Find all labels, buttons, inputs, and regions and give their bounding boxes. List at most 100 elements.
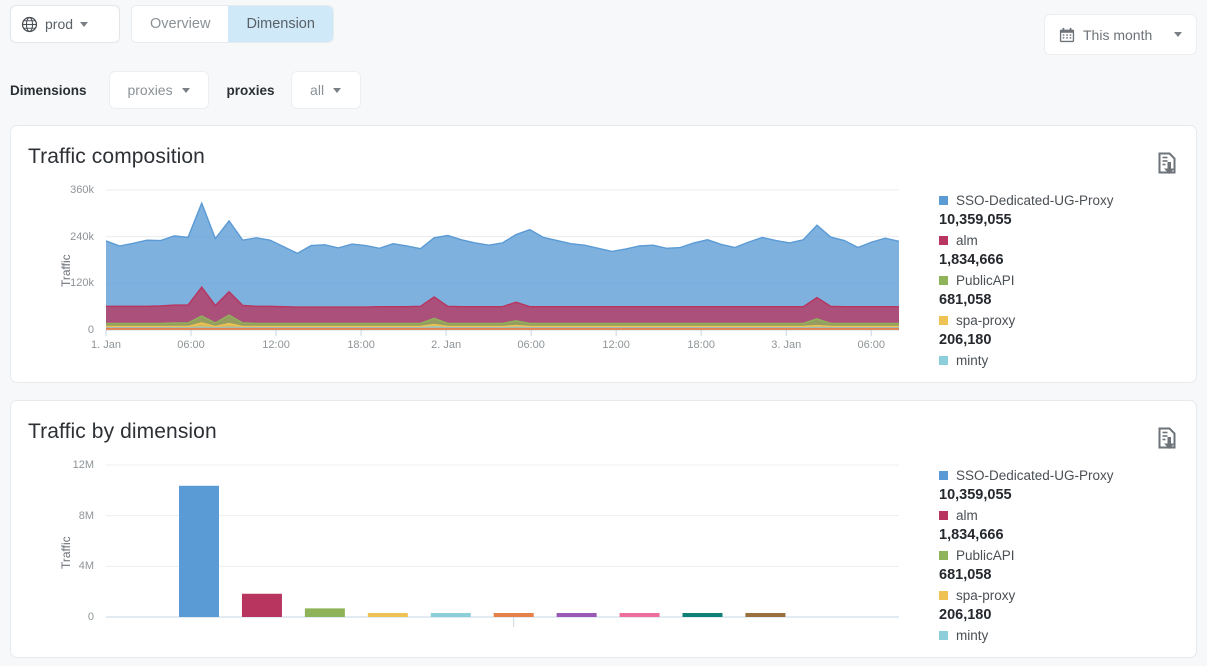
bar-chart-svg <box>106 464 899 627</box>
dimension-select-value: proxies <box>127 82 173 98</box>
legend-item-label: PublicAPI <box>956 547 1015 563</box>
legend-item[interactable]: SSO-Dedicated-UG-Proxy <box>939 465 1189 485</box>
view-tabs: Overview Dimension <box>131 5 334 43</box>
chevron-down-icon <box>1174 32 1182 37</box>
legend-item-label: minty <box>956 627 989 643</box>
legend-item[interactable]: spa-proxy <box>939 310 1189 330</box>
x-axis-tick-label: 06:00 <box>517 339 545 351</box>
y-axis-tick-label: 8M <box>78 509 94 522</box>
dimension-value-select[interactable]: all <box>290 71 361 109</box>
x-axis-tick-label: 12:00 <box>262 339 290 351</box>
download-document-icon[interactable] <box>1154 150 1180 176</box>
y-axis-tick-label: 0 <box>87 324 94 336</box>
globe-icon <box>21 16 38 33</box>
legend-color-swatch <box>939 275 948 285</box>
y-axis-tick-label: 240k <box>70 230 94 243</box>
dimension-select[interactable]: proxies <box>108 71 209 109</box>
legend-color-swatch <box>939 510 948 520</box>
top-bar: prod Overview Dimension This month <box>0 0 1207 56</box>
bar[interactable] <box>430 613 471 617</box>
bar[interactable] <box>241 593 282 617</box>
traffic-composition-card: Traffic composition 0 120k 240k 360k 1. Jan 0… <box>10 125 1197 383</box>
download-document-icon[interactable] <box>1154 425 1180 451</box>
legend-item-value: 681,058 <box>939 292 992 308</box>
x-axis-tick-label: 18:00 <box>347 339 375 351</box>
chevron-down-icon <box>80 21 89 27</box>
legend: SSO-Dedicated-UG-Proxy 10,359,055 alm 1,834… <box>939 190 1189 370</box>
legend-item[interactable]: alm <box>939 230 1189 250</box>
area-chart-svg <box>105 189 900 336</box>
legend-item[interactable]: spa-proxy <box>939 585 1189 605</box>
chevron-down-icon <box>181 87 190 93</box>
dimension-value: all <box>310 82 325 98</box>
legend-item[interactable]: alm <box>939 505 1189 525</box>
traffic-by-dimension-card: Traffic by dimension 0 4M 8M 12M Traffic SSO… <box>10 400 1197 658</box>
legend-item-label: SSO-Dedicated-UG-Proxy <box>956 192 1114 208</box>
legend-item-value: 10,359,055 <box>939 212 1012 228</box>
date-range-selector[interactable]: This month <box>1044 14 1197 55</box>
environment-selector[interactable]: prod <box>10 5 120 43</box>
legend-color-swatch <box>939 590 948 600</box>
bar[interactable] <box>619 613 660 617</box>
x-axis-tick-label: 06:00 <box>177 339 205 351</box>
environment-label: prod <box>45 16 74 32</box>
legend-item-value: 1,834,666 <box>939 527 1004 543</box>
dimensions-bar: Dimensions proxies proxies all <box>0 66 1207 114</box>
legend-item-label: SSO-Dedicated-UG-Proxy <box>956 467 1114 483</box>
bar[interactable] <box>745 613 786 617</box>
legend: SSO-Dedicated-UG-Proxy 10,359,055 alm 1,834… <box>939 465 1189 645</box>
y-axis-label: Traffic <box>59 536 73 569</box>
calendar-icon <box>1059 27 1075 43</box>
date-range-label: This month <box>1083 26 1153 43</box>
legend-item-value: 1,834,666 <box>939 252 1004 268</box>
legend-color-swatch <box>939 235 948 245</box>
legend-item-label: alm <box>956 232 978 248</box>
bar-chart: 0 4M 8M 12M Traffic <box>11 457 916 652</box>
legend-item[interactable]: minty <box>939 625 1189 645</box>
page-title: Traffic composition <box>28 145 205 168</box>
tab-dimension[interactable]: Dimension <box>228 6 333 42</box>
bar[interactable] <box>179 485 219 617</box>
legend-color-swatch <box>939 355 948 365</box>
legend-color-swatch <box>939 550 948 560</box>
legend-item-label: spa-proxy <box>956 312 1016 328</box>
chevron-down-icon <box>333 87 342 93</box>
legend-color-swatch <box>939 630 948 640</box>
dimension-name-label: proxies <box>226 82 275 98</box>
y-axis-label: Traffic <box>59 254 73 287</box>
x-axis-tick-label: 1. Jan <box>91 339 121 351</box>
legend-item[interactable]: PublicAPI <box>939 545 1189 565</box>
page-title: Traffic by dimension <box>28 420 217 443</box>
bar[interactable] <box>493 613 534 617</box>
y-axis-tick-label: 120k <box>70 277 94 290</box>
y-axis-tick-label: 12M <box>72 459 94 471</box>
x-axis-tick-label: 3. Jan <box>771 339 802 351</box>
y-axis-tick-label: 0 <box>87 611 94 623</box>
legend-item[interactable]: minty <box>939 350 1189 370</box>
legend-item-value: 206,180 <box>939 607 992 623</box>
legend-item-value: 10,359,055 <box>939 487 1012 503</box>
legend-item-value: 206,180 <box>939 332 992 348</box>
legend-item[interactable]: SSO-Dedicated-UG-Proxy <box>939 190 1189 210</box>
legend-item-label: minty <box>956 352 989 368</box>
bar[interactable] <box>556 613 597 617</box>
legend-item-label: spa-proxy <box>956 587 1016 603</box>
bar[interactable] <box>367 613 408 617</box>
legend-item[interactable]: PublicAPI <box>939 270 1189 290</box>
legend-item-value: 681,058 <box>939 567 992 583</box>
x-axis-tick-label: 06:00 <box>857 339 885 351</box>
legend-color-swatch <box>939 315 948 325</box>
legend-item-label: PublicAPI <box>956 272 1015 288</box>
legend-item-label: alm <box>956 507 978 523</box>
bar[interactable] <box>304 608 345 617</box>
legend-color-swatch <box>939 195 948 205</box>
legend-color-swatch <box>939 470 948 480</box>
area-chart: 0 120k 240k 360k 1. Jan 06:00 12:00 18:00 2. Jan… <box>11 182 916 377</box>
x-axis-tick-label: 2. Jan <box>431 339 462 351</box>
x-axis-tick-label: 12:00 <box>602 339 630 351</box>
y-axis-tick-label: 4M <box>78 560 94 573</box>
x-axis-tick-label: 18:00 <box>687 339 715 351</box>
tab-overview[interactable]: Overview <box>132 6 229 42</box>
y-axis-tick-label: 360k <box>70 184 94 196</box>
bar[interactable] <box>682 613 723 617</box>
